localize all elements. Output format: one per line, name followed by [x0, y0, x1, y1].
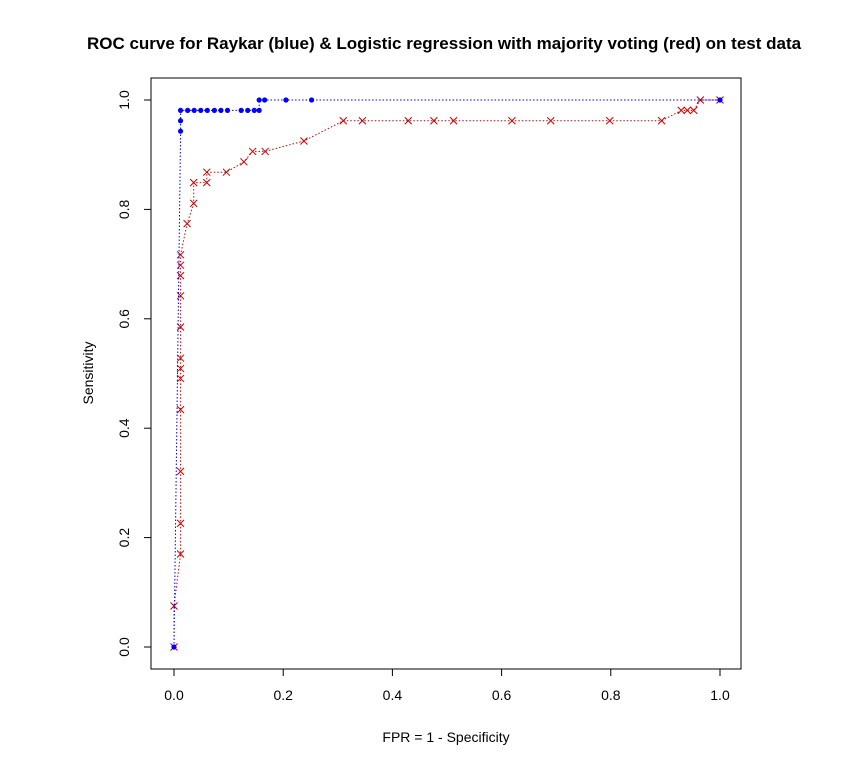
x-tick-label: 0.4	[383, 687, 403, 703]
chart-title: ROC curve for Raykar (blue) & Logistic r…	[87, 34, 802, 53]
data-point	[283, 97, 289, 103]
data-point	[176, 405, 185, 414]
y-tick-label: 0.6	[116, 309, 132, 329]
data-point	[176, 519, 185, 528]
x-tick-label: 0.2	[273, 687, 293, 703]
data-point	[449, 116, 458, 125]
data-point	[176, 250, 185, 259]
data-point	[177, 118, 184, 124]
data-point	[256, 107, 262, 113]
y-tick-label: 0.0	[116, 637, 132, 657]
data-point	[176, 467, 185, 476]
data-point	[262, 97, 268, 103]
data-point	[339, 116, 348, 125]
data-point	[546, 116, 555, 125]
series-line	[173, 99, 720, 647]
series-red-logistic	[170, 96, 724, 651]
data-point	[222, 168, 231, 177]
x-tick-label: 1.0	[710, 687, 730, 703]
data-point	[176, 550, 185, 558]
y-tick-label: 1.0	[116, 90, 132, 110]
data-point	[605, 116, 614, 125]
data-point	[677, 106, 686, 115]
series-layer	[170, 96, 724, 651]
data-point	[176, 364, 185, 373]
y-axis-label: Sensitivity	[80, 341, 96, 404]
x-tick-label: 0.8	[601, 687, 621, 703]
data-point	[683, 106, 692, 115]
data-point	[189, 199, 198, 208]
data-point	[171, 644, 177, 650]
data-point	[224, 107, 231, 113]
data-point	[308, 97, 315, 103]
x-tick-label: 0.0	[164, 687, 184, 703]
data-point	[218, 107, 224, 113]
data-point	[191, 107, 197, 113]
data-point	[189, 178, 198, 187]
data-point	[404, 116, 413, 125]
series-blue-raykar	[171, 97, 723, 650]
data-point	[245, 107, 251, 113]
data-point	[176, 374, 185, 383]
y-tick-label: 0.8	[116, 199, 132, 219]
data-point	[183, 219, 191, 228]
data-point	[198, 107, 204, 113]
data-point	[508, 116, 516, 125]
data-point	[689, 106, 698, 115]
data-point	[657, 116, 666, 125]
data-point	[176, 271, 185, 280]
data-point	[176, 261, 185, 270]
data-point	[251, 107, 257, 113]
data-point	[204, 107, 210, 113]
data-point	[717, 97, 723, 103]
data-point	[430, 116, 438, 125]
data-point	[185, 107, 191, 113]
data-point	[248, 147, 257, 156]
data-point	[211, 107, 218, 113]
series-line	[173, 99, 720, 648]
x-axis-label: FPR = 1 - Specificity	[382, 729, 509, 745]
data-point	[202, 178, 211, 187]
data-point	[358, 116, 367, 125]
x-tick-label: 0.6	[492, 687, 512, 703]
y-tick-label: 0.4	[116, 418, 132, 438]
data-point	[696, 96, 705, 104]
y-tick-label: 0.2	[116, 528, 132, 548]
data-point	[177, 107, 184, 113]
data-point	[238, 107, 244, 113]
x-axis: 0.0 0.2 0.4 0.6 0.8 1.0	[164, 668, 730, 703]
data-point	[202, 168, 211, 177]
data-point	[170, 602, 178, 610]
data-point	[177, 128, 184, 134]
data-point	[261, 147, 270, 156]
data-point	[256, 97, 262, 103]
data-point	[300, 137, 308, 145]
y-axis: 0.0 0.2 0.4 0.6 0.8 1.0	[116, 90, 152, 657]
plot-frame	[150, 77, 742, 670]
data-point	[240, 157, 248, 166]
